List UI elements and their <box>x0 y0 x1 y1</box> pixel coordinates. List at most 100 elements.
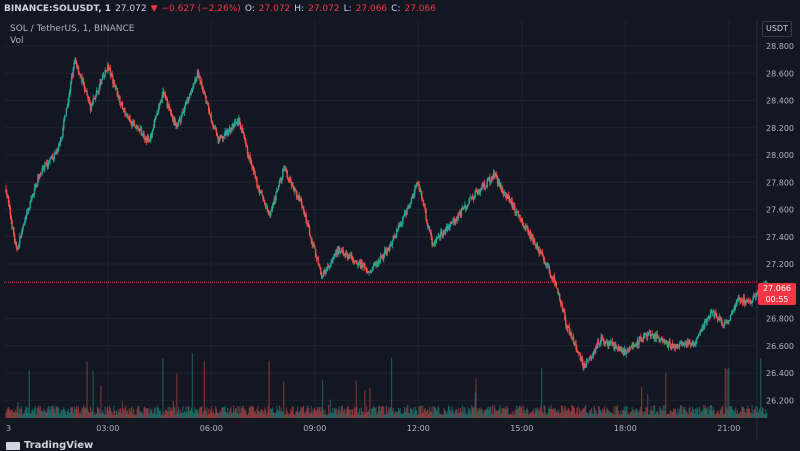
candle-body <box>199 75 201 82</box>
candle-body <box>81 75 83 83</box>
volume-bar <box>654 414 657 418</box>
candle-body <box>285 169 288 171</box>
volume-bar <box>462 411 464 418</box>
volume-bar <box>93 414 95 418</box>
volume-bar <box>94 412 96 418</box>
volume-bar <box>39 406 42 418</box>
volume-legend[interactable]: Vol <box>10 36 24 46</box>
volume-bar <box>521 406 523 418</box>
candle-body <box>548 266 551 274</box>
volume-bar <box>19 407 21 418</box>
volume-bar <box>499 405 501 418</box>
volume-bar <box>113 405 115 418</box>
candle-body <box>446 226 449 230</box>
candle-body <box>666 343 669 348</box>
candle-body <box>352 259 354 261</box>
candle-body <box>629 347 632 348</box>
candle-body <box>360 262 363 268</box>
volume-bar <box>316 406 318 418</box>
volume-bar <box>310 405 312 418</box>
candle-body <box>645 333 647 335</box>
candle-body <box>345 252 348 254</box>
volume-bar <box>668 414 670 418</box>
candle-body <box>625 353 627 355</box>
volume-bar <box>70 406 72 418</box>
volume-bar <box>61 410 63 418</box>
volume-bar <box>590 410 592 418</box>
volume-bar <box>126 411 128 418</box>
candle-body <box>450 223 452 224</box>
volume-bar <box>62 408 64 418</box>
candle-body <box>228 128 231 131</box>
volume-bar <box>127 410 129 418</box>
candle-body <box>508 194 510 199</box>
candle-body <box>283 168 286 171</box>
volume-bar <box>331 412 333 418</box>
volume-bar <box>569 411 571 418</box>
volume-bar <box>435 409 437 418</box>
volume-bar <box>192 412 194 418</box>
candle-body <box>358 261 361 263</box>
candle-body <box>296 196 299 198</box>
candle-body <box>21 227 24 234</box>
volume-bar <box>707 413 709 418</box>
candle-body <box>552 277 554 280</box>
candle-body <box>745 300 747 303</box>
volume-bar <box>632 410 634 418</box>
volume-bar <box>551 409 553 418</box>
candle-body <box>344 254 346 256</box>
candle-body <box>527 230 530 235</box>
candle-body <box>198 75 200 78</box>
candle-body <box>387 247 389 251</box>
candle-body <box>389 246 391 251</box>
candle-body <box>755 295 758 297</box>
volume-bar <box>478 407 481 418</box>
candle-body <box>333 254 336 257</box>
volume-bar <box>497 410 499 418</box>
volume-bar <box>169 406 171 418</box>
candle-body <box>586 360 589 362</box>
volume-bar <box>727 410 729 418</box>
candle-body <box>290 182 293 186</box>
volume-bar <box>741 407 744 418</box>
candle-body <box>74 59 76 63</box>
volume-bar <box>317 409 319 418</box>
candle-body <box>429 231 432 233</box>
volume-bar <box>578 408 581 418</box>
volume-bar <box>464 407 466 418</box>
candle-body <box>93 98 95 100</box>
volume-bar <box>502 407 504 418</box>
candle-body <box>113 82 116 87</box>
candle-body <box>643 335 645 338</box>
volume-bar <box>488 409 490 418</box>
volume-bar <box>202 411 205 418</box>
volume-bar <box>512 414 514 418</box>
candle-body <box>479 188 482 193</box>
volume-bar <box>321 406 323 418</box>
volume-bar <box>307 405 309 418</box>
volume-bar <box>120 408 122 418</box>
volume-bar <box>148 413 150 418</box>
volume-bar <box>356 407 358 418</box>
volume-bar <box>298 411 300 418</box>
volume-bar <box>302 406 304 418</box>
volume-bar <box>473 406 475 418</box>
volume-bar <box>413 406 415 418</box>
currency-button[interactable]: USDT <box>762 21 792 37</box>
candle-body <box>280 178 282 181</box>
volume-bar <box>51 405 53 418</box>
tradingview-logo[interactable]: TradingView <box>6 440 93 451</box>
volume-bar <box>175 414 177 418</box>
volume-bar <box>107 406 109 418</box>
candle-body <box>457 214 459 221</box>
candle-body <box>519 214 521 220</box>
series-legend[interactable]: SOL / TetherUS, 1, BINANCE <box>10 24 135 34</box>
candle-body <box>100 81 102 84</box>
volume-bar <box>704 408 706 418</box>
volume-bar <box>471 405 473 418</box>
candle-body <box>271 204 274 210</box>
candle-body <box>500 183 502 189</box>
volume-bar <box>511 411 513 418</box>
volume-bar <box>539 410 541 418</box>
